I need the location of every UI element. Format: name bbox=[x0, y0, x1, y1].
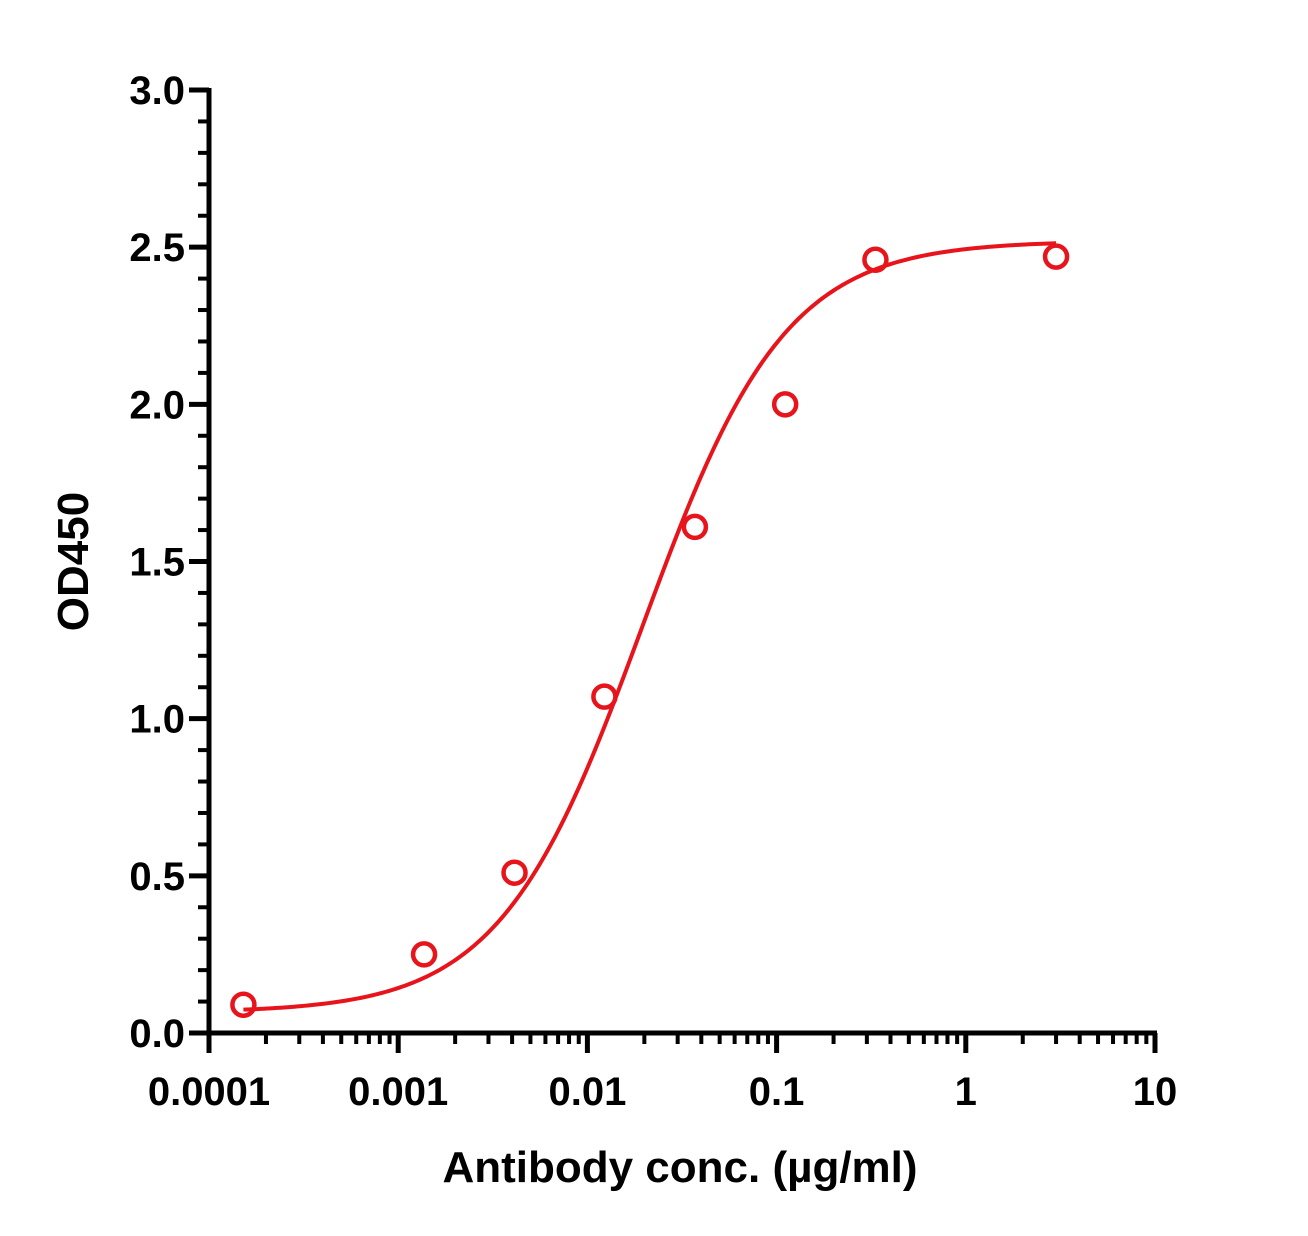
y-tick-label: 2.0 bbox=[129, 383, 185, 427]
y-axis: 0.0 0.5 1.0 1.5 2.0 2.5 3.0 bbox=[129, 69, 212, 1056]
x-tick-label: 10 bbox=[1133, 1070, 1178, 1114]
y-tick-label: 0.0 bbox=[129, 1012, 185, 1056]
y-tick-label: 2.5 bbox=[129, 226, 185, 270]
x-tick-label: 0.0001 bbox=[148, 1070, 270, 1114]
x-tick-label: 1 bbox=[955, 1070, 977, 1114]
data-point bbox=[501, 859, 528, 886]
y-tick-label: 3.0 bbox=[129, 69, 185, 113]
data-point bbox=[681, 513, 709, 541]
x-tick-label: 0.001 bbox=[348, 1070, 448, 1114]
y-tick-label: 1.5 bbox=[129, 541, 185, 585]
fit-curve bbox=[243, 241, 1057, 1012]
data-point bbox=[591, 683, 618, 710]
x-tick-label: 0.01 bbox=[548, 1070, 626, 1114]
data-point bbox=[862, 246, 889, 273]
data-points bbox=[230, 243, 1070, 1018]
y-axis-title: OD450 bbox=[49, 492, 98, 631]
y-tick-label: 1.0 bbox=[129, 698, 185, 742]
data-point bbox=[410, 941, 438, 968]
data-point bbox=[771, 391, 799, 418]
y-tick-label: 0.5 bbox=[129, 855, 185, 899]
x-axis-title: Antibody conc. (µg/ml) bbox=[442, 1143, 917, 1192]
data-point bbox=[1042, 243, 1070, 270]
x-tick-label: 0.1 bbox=[749, 1070, 805, 1114]
x-axis: 0.0001 0.001 0.01 0.1 1 10 bbox=[148, 1030, 1178, 1114]
data-point bbox=[230, 991, 257, 1018]
